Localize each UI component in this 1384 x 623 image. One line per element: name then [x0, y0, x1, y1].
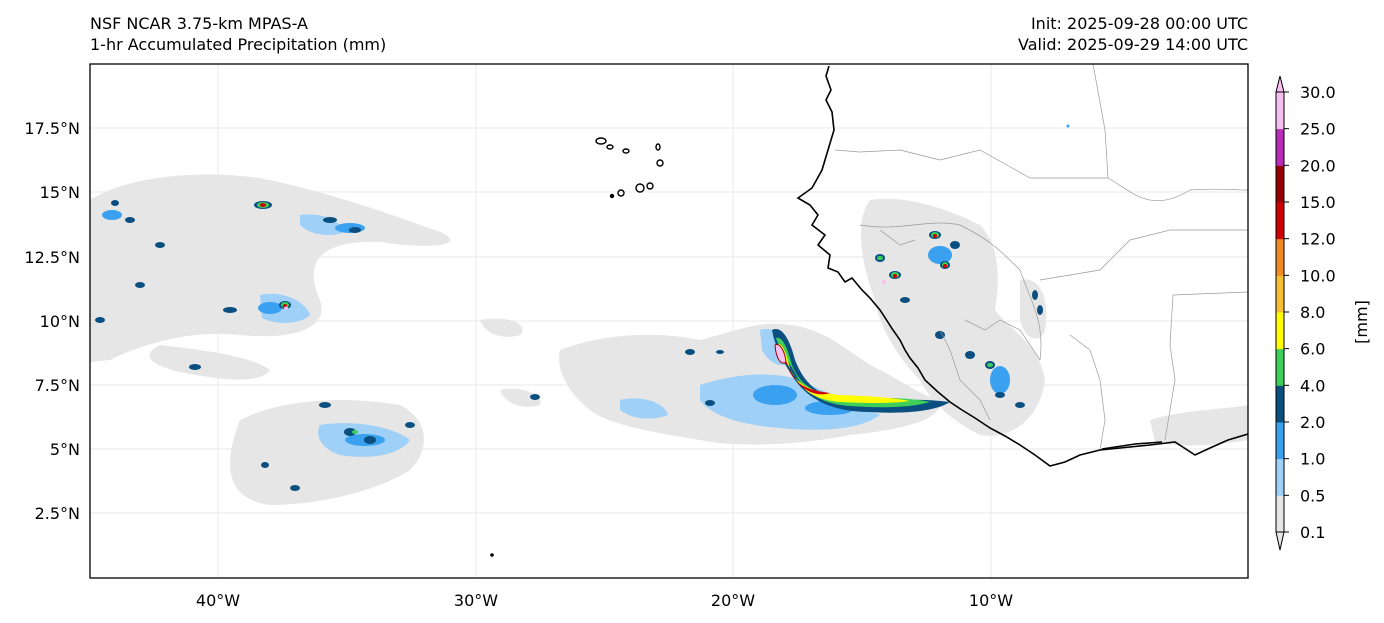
small-island [490, 553, 494, 557]
colorbar-swatch [1276, 202, 1284, 240]
lat-tick: 17.5°N [24, 119, 80, 138]
colorbar-tick-label: 2.0 [1300, 413, 1325, 432]
map-frame [89, 63, 1249, 579]
isolated-cell [1066, 124, 1070, 128]
lat-tick: 2.5°N [35, 504, 80, 523]
colorbar-swatch [1276, 495, 1284, 533]
lon-tick: 30°W [454, 591, 498, 610]
colorbar-tick-label: 15.0 [1300, 193, 1336, 212]
colorbar-tick-label: 1.0 [1300, 450, 1325, 469]
coastline [796, 65, 1248, 467]
colorbar-swatch [1276, 92, 1284, 130]
colorbar-tick-label: 30.0 [1300, 83, 1336, 102]
map-header-right: Init: 2025-09-28 00:00 UTC Valid: 2025-0… [1018, 13, 1248, 55]
colorbar-tick-label: 20.0 [1300, 156, 1336, 175]
init-time: Init: 2025-09-28 00:00 UTC [1030, 14, 1248, 33]
colorbar-tick-label: 8.0 [1300, 303, 1325, 322]
latitude-labels: 17.5°N 15°N 12.5°N 10°N 7.5°N 5°N 2.5°N [24, 119, 80, 523]
colorbar-tick-label: 10.0 [1300, 266, 1336, 285]
colorbar-ticks: 0.1 0.5 1.0 2.0 4.0 6.0 8.0 10.0 12.0 15.0 20.0 25.… [1284, 83, 1336, 542]
colorbar-tick-label: 12.0 [1300, 230, 1336, 249]
colorbar-min-extend [1275, 531, 1285, 551]
lon-tick: 20°W [711, 591, 755, 610]
colorbar-tick-label: 25.0 [1300, 120, 1336, 139]
colorbar-max-extend [1275, 75, 1285, 93]
field-title: 1-hr Accumulated Precipitation (mm) [90, 35, 387, 54]
colorbar-swatch [1276, 312, 1284, 350]
lon-tick: 10°W [969, 591, 1013, 610]
colorbar-swatch [1276, 385, 1284, 423]
colorbar-swatch [1276, 275, 1284, 313]
colorbar-swatch [1276, 128, 1284, 166]
model-title: NSF NCAR 3.75-km MPAS-A [90, 14, 308, 33]
colorbar-swatches [1276, 92, 1284, 533]
colorbar-swatch [1276, 422, 1284, 460]
colorbar: 0.1 0.5 1.0 2.0 4.0 6.0 8.0 10.0 12.0 15.0 20.0 25.… [1275, 75, 1371, 551]
lat-tick: 10°N [40, 312, 80, 331]
map-header-left: NSF NCAR 3.75-km MPAS-A 1-hr Accumulated… [90, 13, 386, 55]
colorbar-unit-label: [mm] [1352, 300, 1371, 344]
colorbar-tick-label: 6.0 [1300, 340, 1325, 359]
valid-time: Valid: 2025-09-29 14:00 UTC [1017, 35, 1248, 54]
lat-tick: 5°N [50, 440, 80, 459]
colorbar-tick-label: 4.0 [1300, 376, 1325, 395]
colorbar-tick-label: 0.5 [1300, 486, 1325, 505]
map-content [90, 64, 1248, 578]
colorbar-swatch [1276, 165, 1284, 203]
squall-line [772, 329, 950, 413]
lat-tick: 7.5°N [35, 376, 80, 395]
longitude-labels: 40°W 30°W 20°W 10°W [196, 591, 1013, 610]
cape-verde-islands [595, 137, 664, 199]
colorbar-swatch [1276, 238, 1284, 276]
country-borders [834, 64, 1248, 451]
lon-tick: 40°W [196, 591, 240, 610]
colorbar-tick-label: 0.1 [1300, 523, 1325, 542]
lat-tick: 15°N [40, 183, 80, 202]
colorbar-swatch [1276, 458, 1284, 496]
convective-cells [95, 200, 1043, 491]
colorbar-swatch [1276, 348, 1284, 386]
lat-tick: 12.5°N [24, 248, 80, 267]
